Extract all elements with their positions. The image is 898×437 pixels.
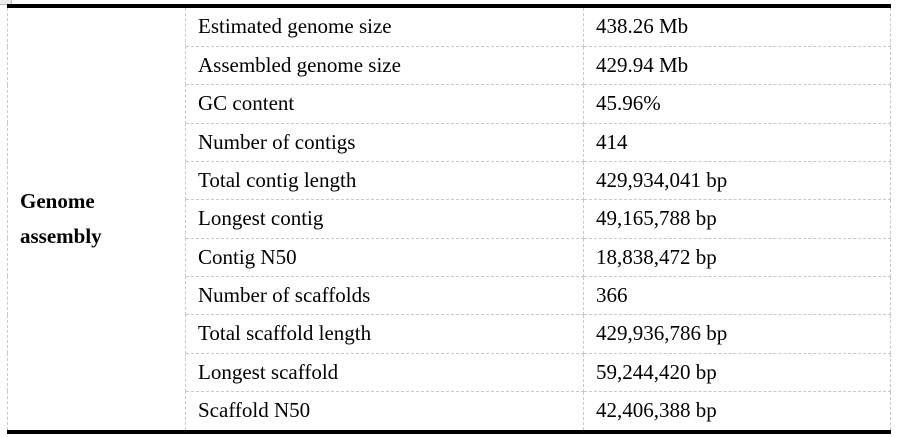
metric-value: 42,406,388 bp (583, 390, 891, 433)
metric-value: 429.94 Mb (583, 46, 891, 86)
metric-value: 49,165,788 bp (583, 199, 891, 239)
table-row: Contig N50 18,838,472 bp (8, 237, 891, 277)
metric-label: Longest scaffold (185, 352, 584, 392)
table-row: Total contig length 429,934,041 bp (8, 160, 891, 201)
metric-value: 59,244,420 bp (583, 352, 891, 392)
metric-value: 429,936,786 bp (583, 314, 891, 354)
table-row: GC content 45.96% (8, 84, 891, 124)
metric-value: 18,838,472 bp (583, 237, 891, 277)
metric-value: 366 (583, 275, 891, 316)
table-row: Number of contigs 414 (8, 122, 891, 162)
metric-value: 438.26 Mb (583, 5, 891, 48)
metric-label: GC content (185, 84, 584, 124)
metric-label: Number of contigs (185, 122, 584, 162)
genome-assembly-table: Genome assembly Estimated genome size 43… (7, 4, 891, 434)
metric-value: 429,934,041 bp (583, 160, 891, 201)
table-row: Scaffold N50 42,406,388 bp (8, 390, 891, 433)
table-handle-artifact (0, 0, 12, 5)
metric-label: Total scaffold length (185, 314, 584, 354)
metric-label: Contig N50 (185, 237, 584, 277)
table-row: Longest contig 49,165,788 bp (8, 199, 891, 239)
table-row: Number of scaffolds 366 (8, 275, 891, 316)
table-row: Assembled genome size 429.94 Mb (8, 46, 891, 86)
metric-label: Total contig length (185, 160, 584, 201)
table-row: Longest scaffold 59,244,420 bp (8, 352, 891, 392)
table-row: Genome assembly Estimated genome size 43… (7, 5, 891, 433)
metric-label: Estimated genome size (185, 5, 584, 48)
metric-label: Assembled genome size (185, 46, 584, 86)
metric-label: Number of scaffolds (185, 275, 584, 316)
metric-label: Longest contig (185, 199, 584, 239)
metric-label: Scaffold N50 (185, 390, 584, 433)
metric-value: 45.96% (583, 84, 891, 124)
metric-value: 414 (583, 122, 891, 162)
row-group-header: Genome assembly (7, 5, 186, 433)
